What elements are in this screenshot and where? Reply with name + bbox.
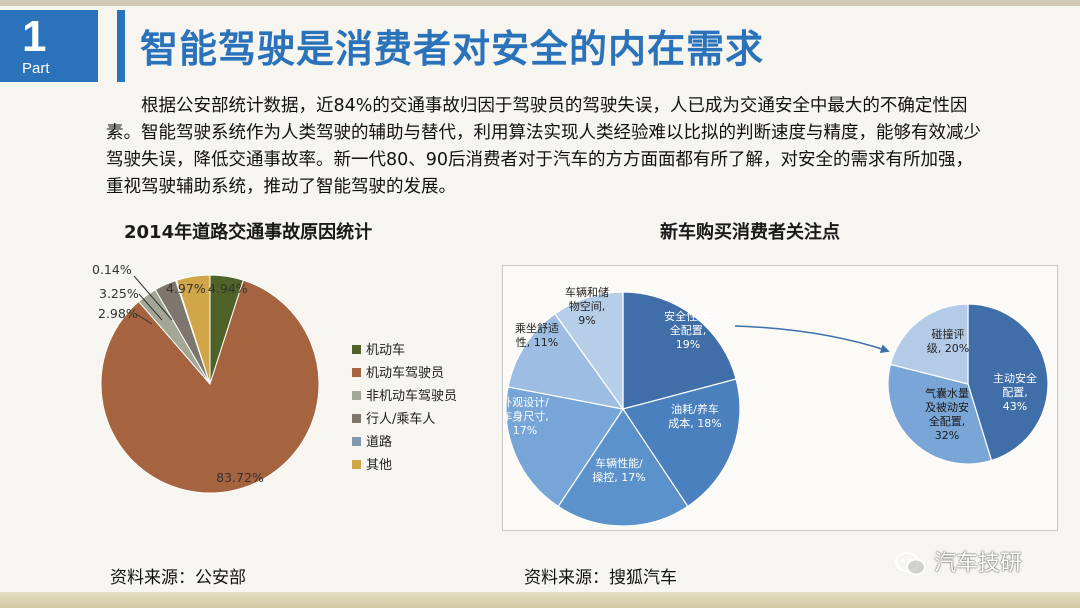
slice-data-label-4: 0.14% <box>92 262 132 277</box>
slice-data-label-3: 3.25% <box>99 286 139 301</box>
small-slice-label-1-1: 及被动安 <box>925 400 969 414</box>
top-rule <box>0 0 1080 6</box>
small-slice-label-0-1: 配置, <box>1002 386 1028 399</box>
right-chart-title: 新车购买消费者关注点 <box>660 222 840 243</box>
slice-label-4-0: 乘坐舒适 <box>515 321 559 335</box>
small-slice-label-0-2: 43% <box>1003 400 1027 413</box>
slice-label-4-1: 性, 11% <box>516 335 558 349</box>
watermark: 汽车技研 <box>894 545 1022 578</box>
pie-slice-0 <box>622 291 737 410</box>
slice-data-label-5: 4.97% <box>166 281 206 296</box>
page-title: 智能驾驶是消费者对安全的内在需求 <box>140 27 765 71</box>
legend-swatch-3 <box>352 414 361 423</box>
slice-label-5-1: 物空间, <box>569 299 606 313</box>
small-slice-label-1-0: 气囊水量 <box>925 386 969 400</box>
slice-label-5-0: 车辆和储 <box>565 285 609 299</box>
slice-label-3-1: 车身尺寸, <box>503 409 549 423</box>
pie-slice-5 <box>554 291 624 411</box>
part-label: Part <box>22 60 50 77</box>
slice-label-2-0: 车辆性能/ <box>595 456 643 470</box>
slice-label-1-0: 油耗/养车 <box>671 402 719 416</box>
legend-label-4: 道路 <box>366 434 392 450</box>
pie-slice-1 <box>100 279 320 494</box>
drilldown-arrow <box>734 325 890 353</box>
legend-label-3: 行人/乘车人 <box>366 411 435 427</box>
legend-swatch-0 <box>352 345 361 354</box>
title-accent-bar <box>117 10 125 82</box>
part-number: 1 <box>22 12 47 61</box>
leader-line-2 <box>135 313 153 325</box>
bottom-band <box>0 592 1080 608</box>
slice-label-2-1: 操控, 17% <box>592 470 645 484</box>
slice-label-3-0: 外观设计/ <box>503 396 549 409</box>
pie-slice-2 <box>889 303 969 385</box>
pie-slice-5 <box>175 274 211 385</box>
accident-cause-pie-chart: 4.94% 83.72% 2.98% 3.25% 0.14% 4.97% 机动车机动车驾驶员… <box>92 262 457 494</box>
consumer-focus-panel: 安全性/安 全配置, 19% 油耗/养车 成本, 18% 车辆性能/操控, 17% 外观设计… <box>501 265 1058 531</box>
legend-swatch-1 <box>352 368 361 377</box>
pie-slice-3 <box>505 386 624 508</box>
source-left: 资料来源：公安部 <box>110 568 246 588</box>
slice-label-0-0: 安全性/安 <box>664 309 712 323</box>
leader-line-1 <box>138 293 163 321</box>
small-slice-label-2-0: 碰撞评 <box>932 327 965 341</box>
pie-slice-4 <box>507 313 625 410</box>
legend-swatch-4 <box>352 437 361 446</box>
body-paragraph: 根据公安部统计数据，近84%的交通事故归因于驾驶员的驾驶失误，人已成为交通安全中… <box>106 96 981 197</box>
slice-data-label-2: 2.98% <box>98 306 138 321</box>
legend-label-1: 机动车驾驶员 <box>366 365 444 381</box>
slice-label-5-2: 9% <box>578 314 595 327</box>
leader-line-0 <box>133 275 173 321</box>
legend-label-2: 非机动车驾驶员 <box>366 388 457 404</box>
slice-label-0-1: 全配置, <box>670 323 707 337</box>
legend-label-5: 其他 <box>366 458 392 473</box>
small-slice-label-1-2: 全配置, <box>929 414 966 428</box>
slice-label-1-1: 成本, 18% <box>668 416 721 430</box>
pie-slice-0 <box>967 303 1049 462</box>
legend-swatch-2 <box>352 391 361 400</box>
watermark-text: 汽车技研 <box>934 551 1023 576</box>
wechat-icon <box>895 552 926 576</box>
slice-data-label-1: 83.72% <box>216 470 264 485</box>
legend-label-0: 机动车 <box>366 342 405 358</box>
pie-slice-1 <box>887 363 993 465</box>
left-chart-title: 2014年道路交通事故原因统计 <box>124 222 373 243</box>
small-slice-label-0-0: 主动安全 <box>993 371 1037 385</box>
pie-slice-2 <box>557 407 689 527</box>
part-badge: 1 Part <box>0 10 98 82</box>
slice-label-3-2: 17% <box>513 424 537 437</box>
slice-label-0-2: 19% <box>676 338 700 351</box>
small-slice-label-1-3: 32% <box>935 429 959 442</box>
legend-swatch-5 <box>352 460 361 469</box>
slice-data-label-0: 4.94% <box>208 281 248 296</box>
source-right: 资料来源：搜狐汽车 <box>524 568 677 588</box>
small-slice-label-2-1: 级, 20% <box>927 342 969 355</box>
pie-slice-1 <box>622 378 741 508</box>
